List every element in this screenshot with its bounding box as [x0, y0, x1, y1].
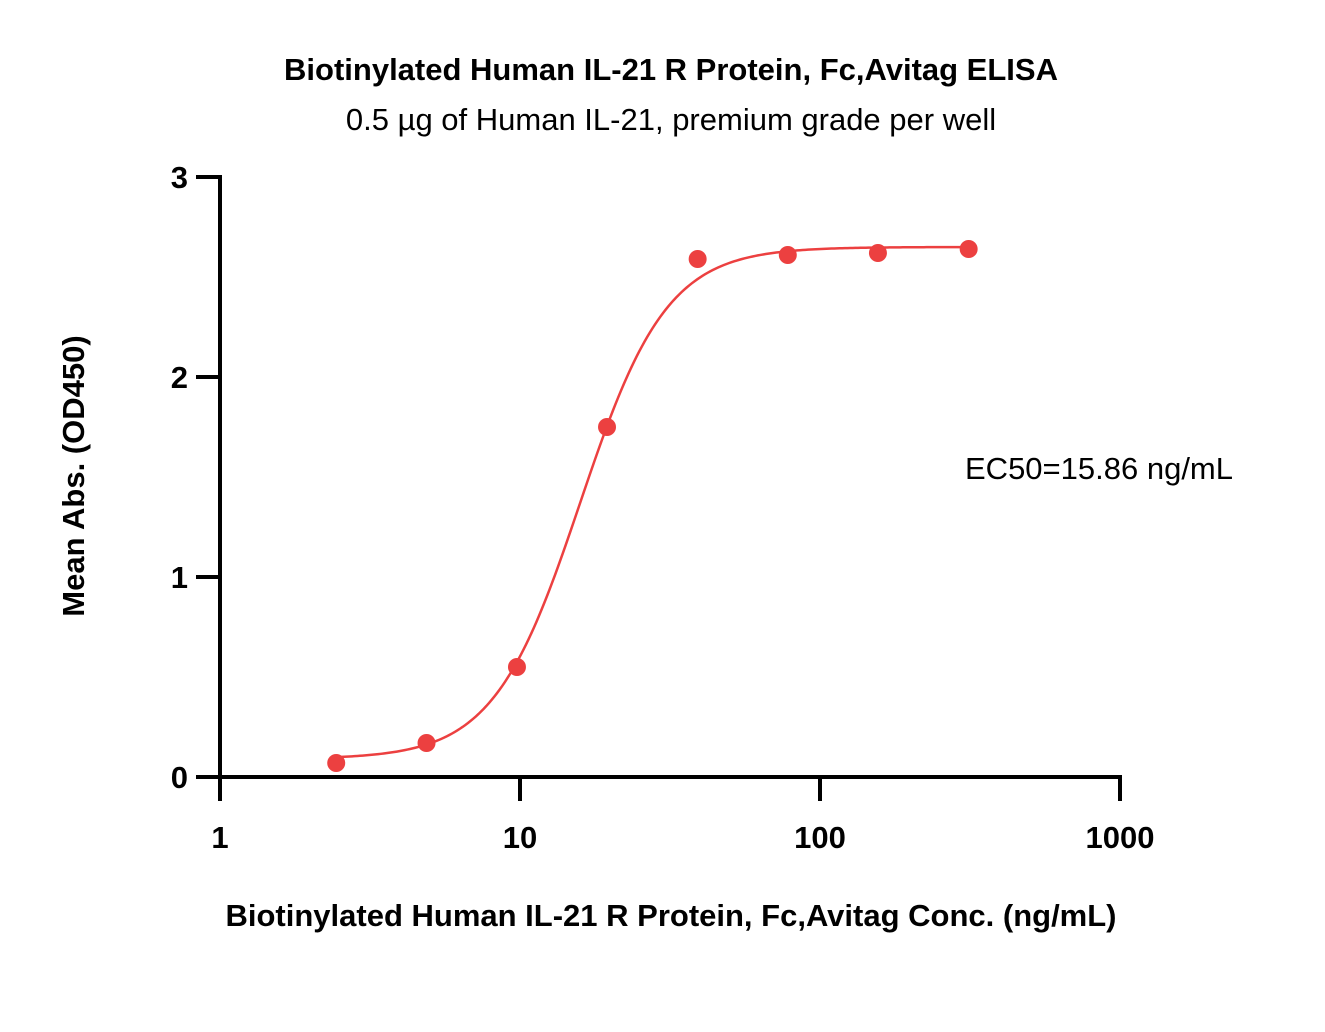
y-tick-label-3: 3 — [171, 160, 188, 195]
data-point-4 — [688, 250, 707, 268]
x-ticks: 1 10 100 1000 — [211, 777, 1154, 855]
x-tick-label-2: 100 — [794, 820, 846, 855]
x-tick-label-0: 1 — [211, 820, 228, 855]
data-points — [327, 240, 978, 772]
y-tick-label-2: 2 — [171, 360, 188, 395]
chart-title: Biotinylated Human IL-21 R Protein, Fc,A… — [284, 52, 1058, 87]
data-point-7 — [959, 240, 978, 258]
chart-subtitle: 0.5 µg of Human IL-21, premium grade per… — [346, 102, 996, 137]
x-tick-label-3: 1000 — [1086, 820, 1155, 855]
y-ticks: 0 1 2 3 — [171, 160, 220, 795]
data-point-6 — [868, 244, 887, 262]
fit-curve — [336, 245, 969, 759]
y-tick-label-0: 0 — [171, 760, 188, 795]
data-point-3 — [598, 418, 617, 436]
data-point-0 — [327, 754, 346, 772]
data-point-1 — [417, 734, 436, 752]
data-point-2 — [507, 658, 526, 676]
y-tick-label-1: 1 — [171, 560, 188, 595]
data-point-5 — [778, 246, 797, 264]
ec50-annotation: EC50=15.86 ng/mL — [965, 451, 1233, 486]
x-tick-label-1: 10 — [503, 820, 537, 855]
y-axis-title: Mean Abs. (OD450) — [56, 335, 91, 616]
x-axis-title: Biotinylated Human IL-21 R Protein, Fc,A… — [225, 898, 1116, 933]
